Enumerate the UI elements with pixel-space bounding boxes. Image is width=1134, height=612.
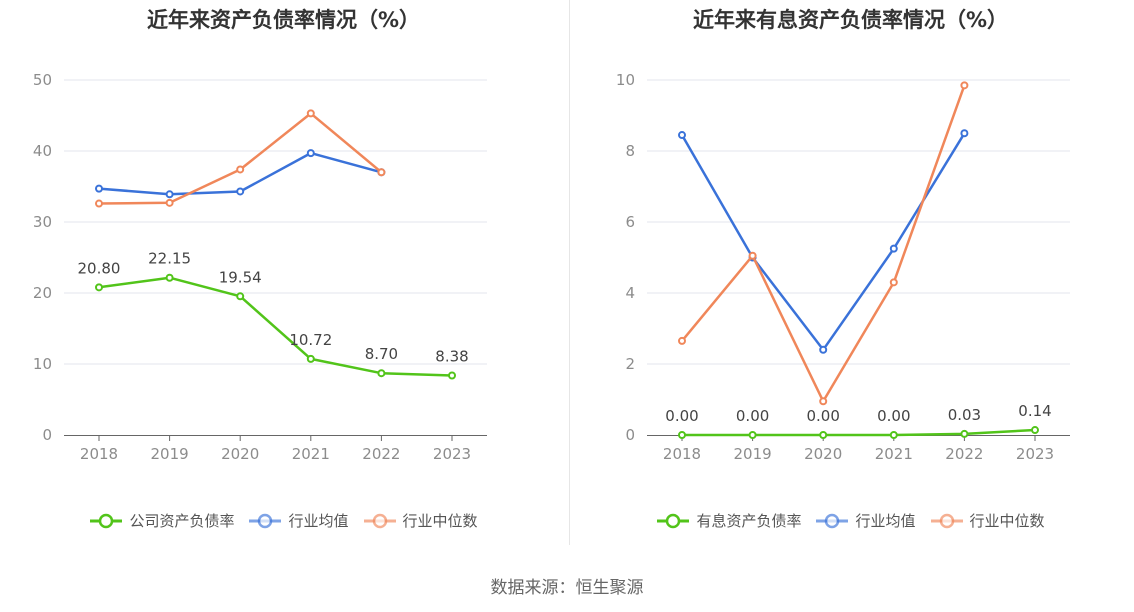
data-point: [165, 190, 174, 199]
x-tick-label: 2022: [945, 445, 983, 463]
legend-label: 行业均值: [288, 512, 349, 530]
x-tick-label: 2021: [875, 445, 913, 463]
line-chart-interest-debt-ratio: 0 2 4 6 8 10 2018 2019 2020 2021 2022 2023 0.00 0.00 0…: [616, 71, 1070, 463]
y-tick-label: 10: [33, 355, 52, 373]
legend-item[interactable]: 公司资产负债率: [89, 510, 234, 531]
y-tick-label: 20: [33, 284, 52, 302]
data-point: [748, 251, 757, 260]
series-line: [98, 276, 453, 377]
legend-marker-icon: [657, 513, 690, 528]
chart-title: 近年来有息资产负债率情况（%）: [692, 8, 1009, 32]
y-tick-label: 0: [42, 426, 52, 444]
legend-label: 行业中位数: [969, 512, 1045, 530]
legend-item[interactable]: 行业均值: [815, 510, 916, 531]
data-point: [377, 168, 386, 177]
data-point: [236, 292, 245, 301]
data-label: 0.00: [877, 407, 910, 425]
y-tick-label: 30: [33, 213, 52, 231]
data-point: [678, 431, 686, 439]
data-point: [306, 109, 315, 118]
data-source-note: 数据来源：恒生聚源: [490, 578, 644, 598]
legend-label: 行业中位数: [402, 512, 478, 530]
x-tick-label: 2020: [804, 445, 842, 463]
data-point: [960, 129, 969, 138]
data-label: 8.70: [365, 345, 398, 363]
chart-panel-interest-debt-ratio: 近年来有息资产负债率情况（%） 0 2 4 6 8 10 2018 2019 2020 2021 2…: [567, 0, 1134, 545]
chart-legend: 公司资产负债率 行业均值 行业中位数: [0, 510, 567, 531]
x-tick-label: 2018: [80, 445, 118, 463]
data-point: [889, 431, 898, 439]
legend-marker-icon: [363, 513, 396, 528]
legend-label: 行业均值: [855, 512, 916, 530]
x-tick-label: 2023: [433, 445, 471, 463]
data-point: [306, 149, 315, 158]
panel-divider: [569, 0, 570, 545]
data-label: 0.14: [1018, 402, 1051, 420]
legend-marker-icon: [90, 513, 123, 528]
series-line: [681, 84, 966, 403]
x-tick-label: 2022: [362, 445, 400, 463]
data-point: [95, 283, 103, 292]
line-chart-debt-ratio: 0 10 20 30 40 50 2018 2019 2020 2021 2022 2023 20.80…: [33, 71, 487, 463]
x-tick-label: 2020: [221, 445, 259, 463]
data-label: 10.72: [289, 331, 332, 349]
data-point: [748, 431, 757, 439]
data-point: [377, 369, 386, 378]
data-point: [678, 131, 686, 140]
series-line: [682, 428, 1036, 437]
y-tick-label: 2: [625, 355, 635, 373]
data-point: [889, 244, 898, 253]
x-tick-label: 2018: [663, 445, 701, 463]
data-label: 0.00: [736, 407, 769, 425]
chart-panel-debt-ratio: 近年来资产负债率情况（%） 0 10 20 30 40 50 2018 2019 2020 202…: [0, 0, 567, 545]
y-tick-label: 4: [625, 284, 635, 302]
x-tick-label: 2023: [1016, 445, 1054, 463]
data-point: [236, 187, 245, 196]
data-label: 0.03: [948, 406, 981, 424]
data-point: [165, 198, 174, 207]
data-point: [306, 354, 315, 363]
series-line: [680, 132, 966, 352]
data-label: 22.15: [148, 250, 191, 268]
data-point: [889, 278, 898, 287]
y-tick-label: 40: [33, 142, 52, 160]
data-label: 20.80: [78, 259, 121, 277]
chart-legend: 有息资产负债率 行业均值 行业中位数: [567, 510, 1134, 531]
legend-marker-icon: [930, 513, 963, 528]
y-tick-label: 0: [625, 426, 635, 444]
data-point: [819, 345, 828, 354]
legend-marker-icon: [816, 513, 849, 528]
data-point: [95, 184, 103, 193]
data-label: 0.00: [806, 407, 839, 425]
legend-label: 公司资产负债率: [129, 512, 235, 530]
legend-label: 有息资产负债率: [696, 512, 802, 530]
y-tick-label: 50: [33, 71, 52, 89]
legend-item[interactable]: 行业中位数: [363, 510, 478, 531]
y-tick-label: 10: [616, 71, 635, 89]
y-tick-label: 6: [625, 213, 635, 231]
data-point: [819, 431, 828, 439]
data-point: [819, 397, 828, 406]
legend-marker-icon: [249, 513, 282, 528]
data-label: 8.38: [435, 348, 468, 366]
legend-item[interactable]: 行业均值: [248, 510, 349, 531]
x-tick-label: 2019: [151, 445, 189, 463]
data-point: [960, 81, 969, 90]
y-tick-label: 8: [625, 142, 635, 160]
legend-item[interactable]: 行业中位数: [930, 510, 1045, 531]
data-label: 19.54: [219, 268, 262, 286]
data-point: [95, 199, 103, 208]
data-point: [960, 429, 969, 438]
data-label: 0.00: [665, 407, 698, 425]
data-point: [236, 165, 245, 174]
data-point: [165, 273, 174, 282]
data-point: [678, 336, 686, 345]
data-point: [1031, 426, 1039, 435]
chart-title: 近年来资产负债率情况（%）: [146, 8, 421, 32]
x-tick-label: 2019: [734, 445, 772, 463]
legend-item[interactable]: 有息资产负债率: [656, 510, 801, 531]
x-tick-label: 2021: [292, 445, 330, 463]
data-point: [448, 371, 456, 380]
